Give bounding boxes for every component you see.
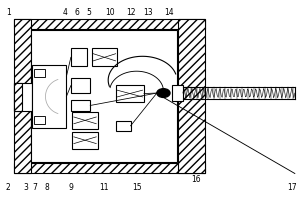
Text: 12: 12 <box>126 8 135 17</box>
Bar <box>172 85 183 101</box>
Bar <box>34 69 46 77</box>
Bar <box>14 163 205 173</box>
Text: 14: 14 <box>165 8 174 17</box>
Bar <box>34 116 46 124</box>
Bar <box>32 65 66 128</box>
Text: 7: 7 <box>33 183 38 192</box>
Bar <box>14 83 22 111</box>
Bar <box>14 19 31 173</box>
Bar <box>71 78 90 93</box>
Text: 1: 1 <box>6 8 10 17</box>
Text: 10: 10 <box>105 8 115 17</box>
Bar <box>116 85 144 102</box>
Bar <box>116 121 130 131</box>
Text: 4: 4 <box>62 8 67 17</box>
Bar <box>14 83 32 111</box>
Circle shape <box>157 89 170 97</box>
Bar <box>14 19 205 29</box>
Text: 2: 2 <box>6 183 10 192</box>
Bar <box>71 100 90 111</box>
Text: 9: 9 <box>68 183 73 192</box>
Bar <box>72 112 98 129</box>
Bar <box>92 48 117 66</box>
Text: 16: 16 <box>191 175 201 184</box>
Text: 3: 3 <box>24 183 28 192</box>
Text: 15: 15 <box>132 183 141 192</box>
Bar <box>178 19 205 173</box>
Text: 8: 8 <box>45 183 50 192</box>
Bar <box>31 30 177 162</box>
Text: 6: 6 <box>74 8 79 17</box>
Text: 11: 11 <box>99 183 109 192</box>
Text: 13: 13 <box>144 8 153 17</box>
Text: 5: 5 <box>86 8 91 17</box>
Text: 17: 17 <box>287 183 297 192</box>
Bar <box>71 48 87 66</box>
Bar <box>72 132 98 149</box>
